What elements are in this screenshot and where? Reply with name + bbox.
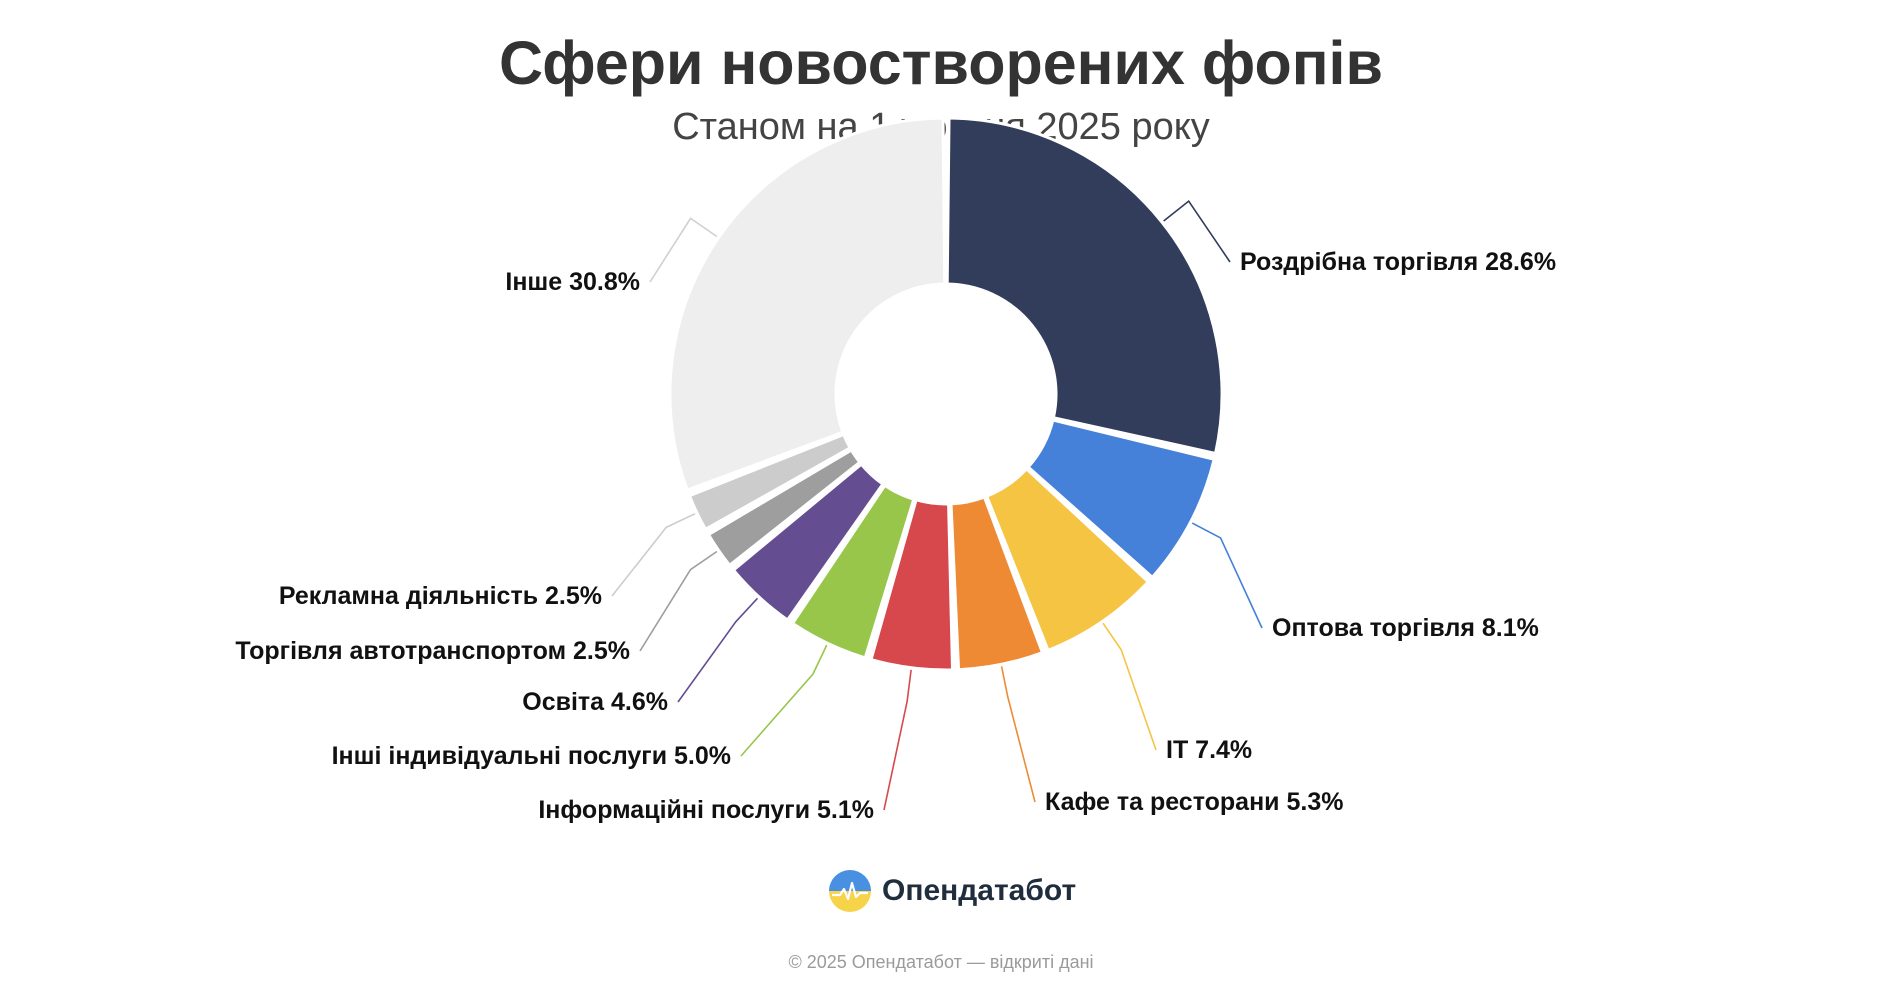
leader-line-8 <box>639 550 718 652</box>
donut-slice-4 <box>949 495 1044 672</box>
slice-label-8: Торгівля автотранспортом 2.5% <box>235 637 630 665</box>
donut-slice-7 <box>731 462 885 622</box>
slice-label-6: Інші індивідуальні послуги 5.0% <box>332 742 731 770</box>
donut-slice-10 <box>668 116 947 492</box>
leader-line-7 <box>677 597 759 703</box>
footer-copyright: © 2025 Опендатабот — відкриті дані <box>788 952 1094 972</box>
opendatabot-logo-icon <box>829 870 871 912</box>
leader-line-9 <box>611 512 696 597</box>
donut-slice-5 <box>869 498 955 672</box>
slice-label-9: Рекламна діяльність 2.5% <box>279 582 602 610</box>
leader-line-10 <box>649 217 718 283</box>
donut-slices <box>668 116 1224 672</box>
donut-slice-8 <box>707 448 862 567</box>
donut-slice-2 <box>1026 418 1216 579</box>
donut-slice-3 <box>985 467 1150 652</box>
chart-title: Сфери новостворених фопів <box>499 29 1383 97</box>
slice-label-10: Інше 30.8% <box>505 268 640 296</box>
slice-label-1: Роздрібна торгівля 28.6% <box>1240 248 1556 276</box>
slice-label-3: IT 7.4% <box>1166 736 1252 764</box>
leader-line-2 <box>1191 522 1263 629</box>
label-leader-lines <box>611 199 1263 811</box>
leader-line-5 <box>883 669 912 811</box>
slice-label-7: Освіта 4.6% <box>522 688 668 716</box>
slice-label-4: Кафе та ресторани 5.3% <box>1045 788 1343 816</box>
leader-line-4 <box>1000 666 1036 803</box>
brand-name: Опендатабот <box>882 874 1077 907</box>
donut-slice-9 <box>687 433 852 531</box>
donut-slice-6 <box>791 483 916 660</box>
leader-line-3 <box>1102 622 1157 751</box>
leader-line-1 <box>1163 199 1231 263</box>
donut-slice-1 <box>945 116 1224 455</box>
slice-label-2: Оптова торгівля 8.1% <box>1272 614 1539 642</box>
brand-logo-block: Опендатабот <box>828 868 1076 914</box>
slice-label-5: Інформаційні послуги 5.1% <box>538 796 874 824</box>
slice-labels: Роздрібна торгівля 28.6% Оптова торгівля … <box>235 248 1556 824</box>
leader-line-6 <box>740 644 828 757</box>
